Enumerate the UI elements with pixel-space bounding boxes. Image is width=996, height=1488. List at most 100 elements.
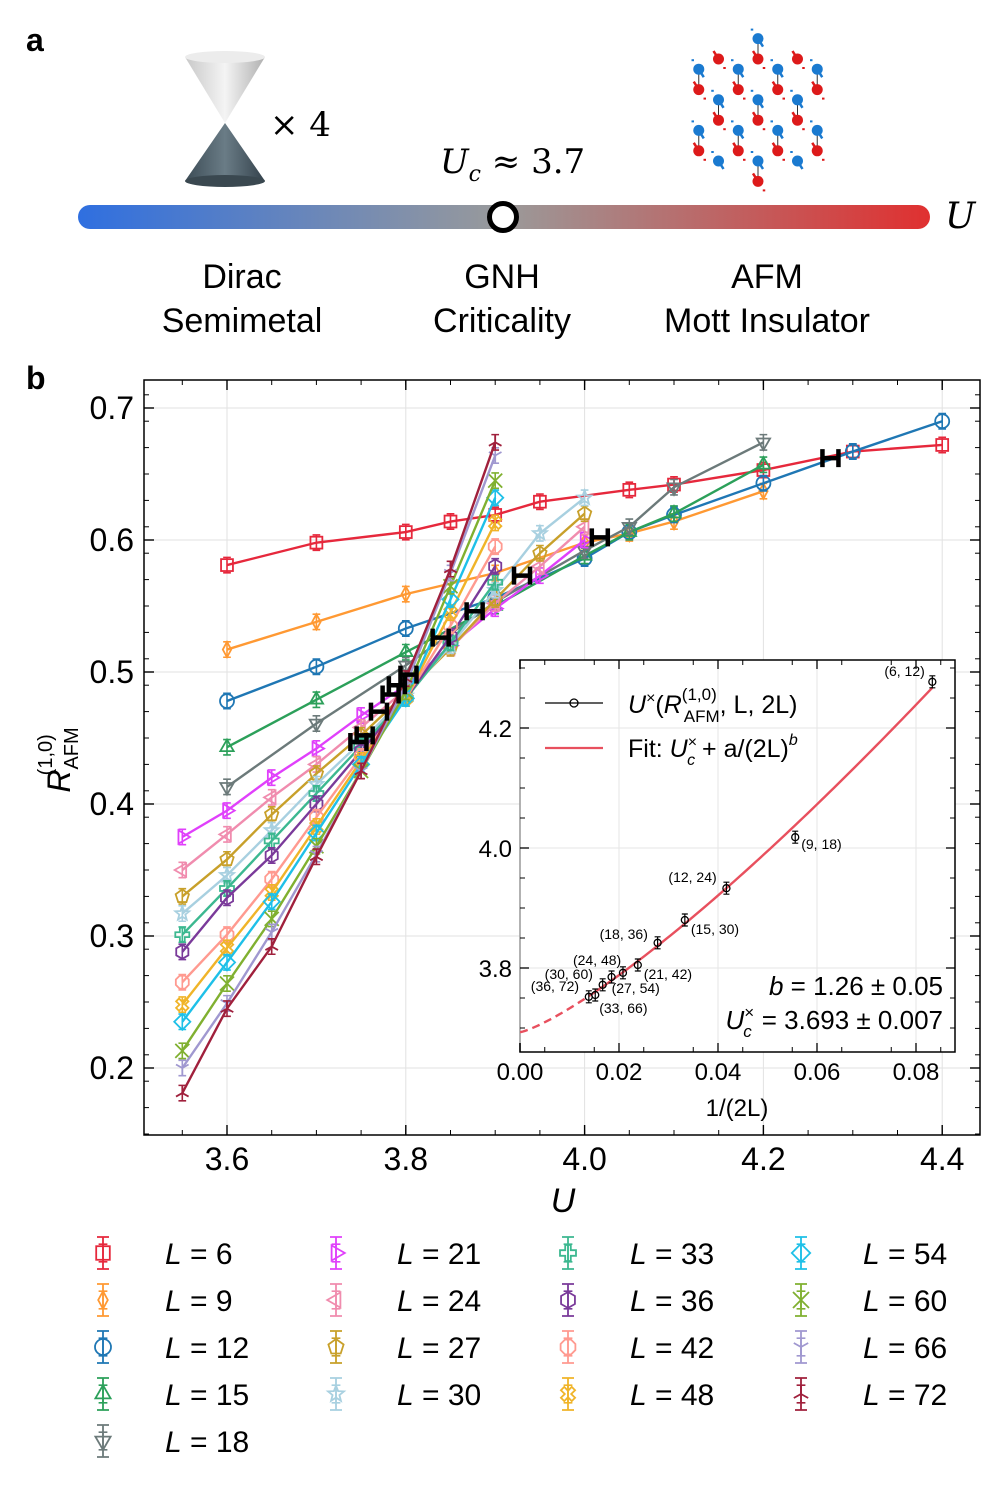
legend-error-bar: [97, 1283, 109, 1317]
phase-line: Semimetal: [161, 302, 323, 340]
error-bar: [312, 848, 321, 866]
inset-point-label: (30, 60): [545, 966, 593, 982]
legend-error-bar: [97, 1377, 109, 1411]
legend-error-bar: [795, 1377, 807, 1411]
legend-label: L = 36: [630, 1285, 714, 1318]
phase-line: AFM: [731, 258, 803, 296]
crossing-point: [820, 449, 841, 468]
legend-item-L-33: L = 33: [559, 1236, 714, 1271]
error-bar: [312, 658, 321, 676]
series-line: [181, 565, 497, 953]
x-tick-label: 3.6: [205, 1141, 249, 1177]
y-tick-label: 0.2: [90, 1050, 134, 1086]
lattice-site: [693, 63, 705, 75]
t: U: [726, 1005, 745, 1035]
legend-label: L = 24: [397, 1285, 481, 1318]
error-bar: [223, 641, 231, 659]
critical-point-label: Uc ≈ 3.7: [440, 142, 585, 187]
error-bar: [178, 828, 187, 846]
lattice-site: [811, 124, 823, 136]
afm-honeycomb-lattice-icon: [691, 28, 825, 192]
series-line: [181, 497, 497, 1023]
crossing-point: [430, 628, 451, 647]
error-bar: [491, 557, 500, 575]
x-tick-label: 4.0: [562, 1141, 606, 1177]
lattice-site: [713, 155, 725, 167]
inset-y-tick-label: 4.2: [479, 716, 512, 743]
error-bar: [312, 691, 321, 709]
error-bar: [223, 889, 231, 907]
t: = 1.26 ± 0.05: [791, 971, 943, 1001]
lattice-site: [752, 114, 764, 126]
main-x-axis-label: U: [551, 1182, 576, 1220]
lattice-site: [811, 145, 823, 157]
lattice-site: [811, 84, 823, 96]
error-bar: [491, 538, 500, 556]
y-tick-label: 0.3: [90, 918, 134, 954]
legend-label: L = 48: [630, 1379, 714, 1412]
inset-x-tick-label: 0.08: [893, 1059, 940, 1086]
y-tick-label: 0.5: [90, 654, 134, 690]
data-point: [172, 861, 188, 879]
legend-item-L-21: L = 21: [330, 1236, 481, 1271]
data-point: [311, 740, 326, 757]
data-point: [266, 769, 282, 786]
error-bar: [267, 846, 276, 864]
lattice-site: [752, 155, 764, 167]
lattice-site: [772, 63, 784, 75]
panel-a-label: a: [26, 22, 44, 58]
lattice-site: [732, 124, 744, 136]
uc-subscript: c: [468, 161, 481, 187]
series-L-60: [174, 472, 503, 1060]
x-tick-label: 4.2: [741, 1141, 785, 1177]
legend-item-L-6: L = 6: [95, 1236, 233, 1271]
main-y-axis-label: RAFM(1,0): [35, 727, 83, 792]
data-point: [174, 974, 190, 990]
error-bar: [491, 472, 500, 490]
lattice-site: [752, 53, 764, 65]
legend-label: L = 66: [863, 1332, 947, 1365]
inset-point: [598, 980, 607, 989]
data-point: [356, 707, 371, 724]
legend-item-L-27: L = 27: [327, 1330, 481, 1365]
legend-item-L-66: L = 66: [793, 1330, 947, 1365]
lattice-site: [713, 53, 725, 65]
inset-x-tick-label: 0.02: [596, 1059, 643, 1086]
legend-label: L = 18: [165, 1426, 249, 1459]
lattice-site: [772, 124, 784, 136]
error-bar: [223, 975, 231, 993]
error-bar: [312, 534, 321, 552]
uc-symbol: U: [440, 142, 469, 182]
error-bar: [223, 1000, 231, 1018]
error-bar: [178, 973, 187, 991]
lattice-site: [693, 124, 705, 136]
phase-line: GNH: [464, 258, 540, 296]
crossing-point: [464, 602, 485, 621]
legend-error-bar: [97, 1330, 109, 1364]
error-bar: [536, 524, 544, 542]
t: U: [628, 691, 647, 719]
t: b: [789, 732, 798, 749]
series-line: [181, 581, 497, 936]
error-bar: [223, 738, 231, 756]
series-line: [181, 480, 497, 1052]
inset-point: [633, 960, 642, 970]
error-bar: [670, 505, 678, 523]
legend-fit-label: Fit: U× c + a/(2L)b: [628, 732, 798, 769]
inset-legend: U×(R(1,0) AFM, L, 2L) Fit: U× c + a/(2L)b: [545, 685, 798, 769]
data-point: [530, 558, 545, 575]
y-tick-label: 0.4: [90, 786, 134, 822]
t: (1,0): [682, 685, 717, 704]
inset-point-label: (15, 30): [691, 921, 739, 937]
legend-error-bar: [562, 1377, 574, 1411]
legend-item-L-24: L = 24: [325, 1283, 481, 1318]
legend-item-L-15: L = 15: [93, 1377, 249, 1412]
phase-label-afm: AFM Mott Insulator: [617, 255, 917, 343]
crossing-point: [398, 665, 419, 684]
legend-label: L = 12: [165, 1332, 249, 1365]
legend-error-bar: [330, 1377, 342, 1411]
error-bar: [491, 514, 500, 532]
critical-point-marker: [487, 201, 519, 233]
legend-label: L = 42: [630, 1332, 714, 1365]
error-bar: [178, 905, 187, 923]
